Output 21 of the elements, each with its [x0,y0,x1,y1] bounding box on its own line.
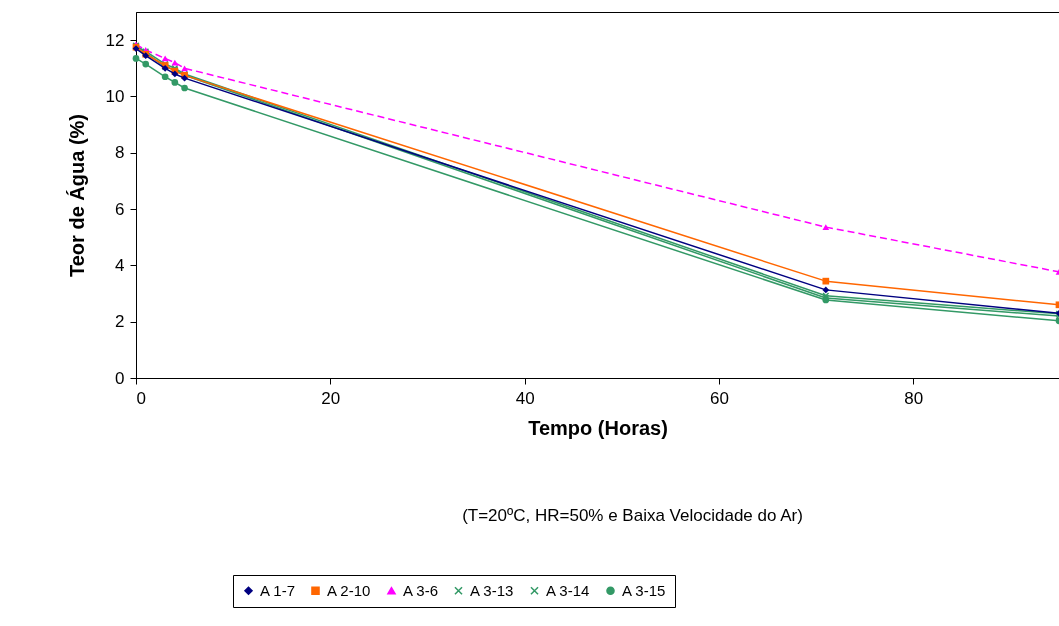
y-tick-label: 4 [115,255,125,275]
x-axis-title: Tempo (Horas) [528,416,668,439]
y-tick-label: 2 [115,312,125,332]
legend-label: A 2-10 [327,581,371,599]
y-tick-label: 6 [115,199,125,219]
x-tick-label: 0 [136,388,146,408]
x-tick-label: 20 [321,388,341,408]
y-tick-label: 8 [115,143,125,163]
text: (T=20ºC, HR=50% e Baixa Velocidade do Ar) [462,506,803,525]
legend-label: A 3-15 [622,581,666,599]
y-tick-label: 10 [105,86,125,106]
x-tick-label: 60 [709,388,729,408]
legend-label: A 1-7 [260,581,296,599]
y-axis-title: Teor de Água (%) [65,114,88,277]
y-tick-label: 12 [105,30,125,50]
x-tick-label: 40 [515,388,535,408]
y-tick-label: 0 [115,368,125,388]
legend-label: A 3-13 [470,581,514,599]
legend-label: A 3-14 [546,581,590,599]
x-tick-label: 80 [904,388,924,408]
legend-label: A 3-6 [403,581,439,599]
